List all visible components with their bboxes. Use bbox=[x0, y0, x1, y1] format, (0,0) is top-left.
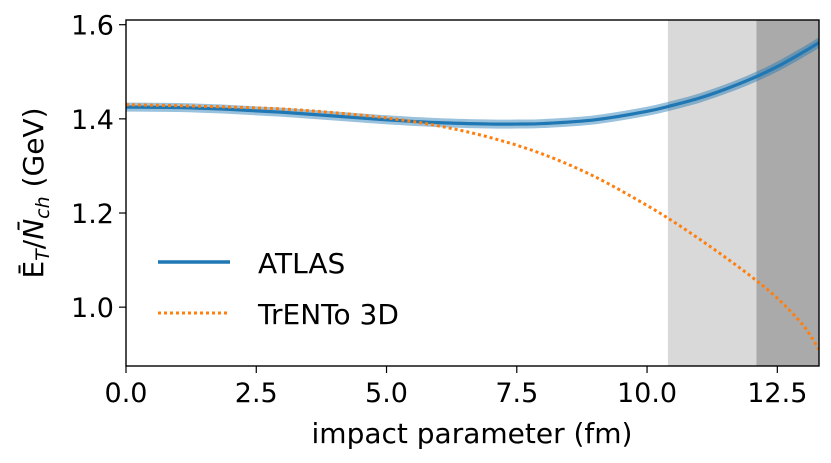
series-line-trento-3d bbox=[126, 103, 819, 351]
y-label-n: N̄ bbox=[16, 219, 50, 240]
legend: ATLAS TrENTo 3D bbox=[158, 247, 399, 331]
shaded-region-0 bbox=[667, 20, 757, 366]
legend-label-atlas: ATLAS bbox=[258, 247, 345, 280]
x-tick-label: 10.0 bbox=[617, 378, 677, 409]
series-line-atlas bbox=[126, 41, 819, 126]
y-axis: 1.0 1.2 1.4 1.6 bbox=[71, 11, 126, 324]
x-tick-label: 12.5 bbox=[747, 378, 807, 409]
y-tick-label: 1.2 bbox=[71, 199, 114, 230]
plot-frame bbox=[125, 19, 820, 367]
y-label-t-subscript: T bbox=[32, 248, 54, 261]
x-axis: 0.0 2.5 5.0 7.5 10.0 12.5 bbox=[105, 366, 807, 409]
y-tick-label: 1.0 bbox=[71, 293, 114, 324]
y-label-unit: (GeV) bbox=[17, 107, 50, 196]
y-tick-label: 1.4 bbox=[71, 105, 114, 136]
y-axis-label: ĒT/N̄ch (GeV) bbox=[16, 107, 54, 278]
y-label-slash: / bbox=[17, 239, 50, 249]
x-tick-label: 2.5 bbox=[235, 378, 278, 409]
x-axis-label: impact parameter (fm) bbox=[312, 417, 633, 450]
shaded-regions bbox=[667, 20, 819, 366]
y-label-e: Ē bbox=[17, 261, 50, 279]
legend-label-trento: TrENTo 3D bbox=[257, 298, 399, 331]
y-tick-label: 1.6 bbox=[71, 11, 114, 42]
x-tick-label: 5.0 bbox=[365, 378, 408, 409]
x-tick-label: 0.0 bbox=[105, 378, 148, 409]
y-label-ch-subscript: ch bbox=[32, 196, 54, 219]
shaded-region-1 bbox=[756, 20, 819, 366]
series-layer bbox=[126, 38, 819, 351]
x-tick-label: 7.5 bbox=[495, 378, 538, 409]
